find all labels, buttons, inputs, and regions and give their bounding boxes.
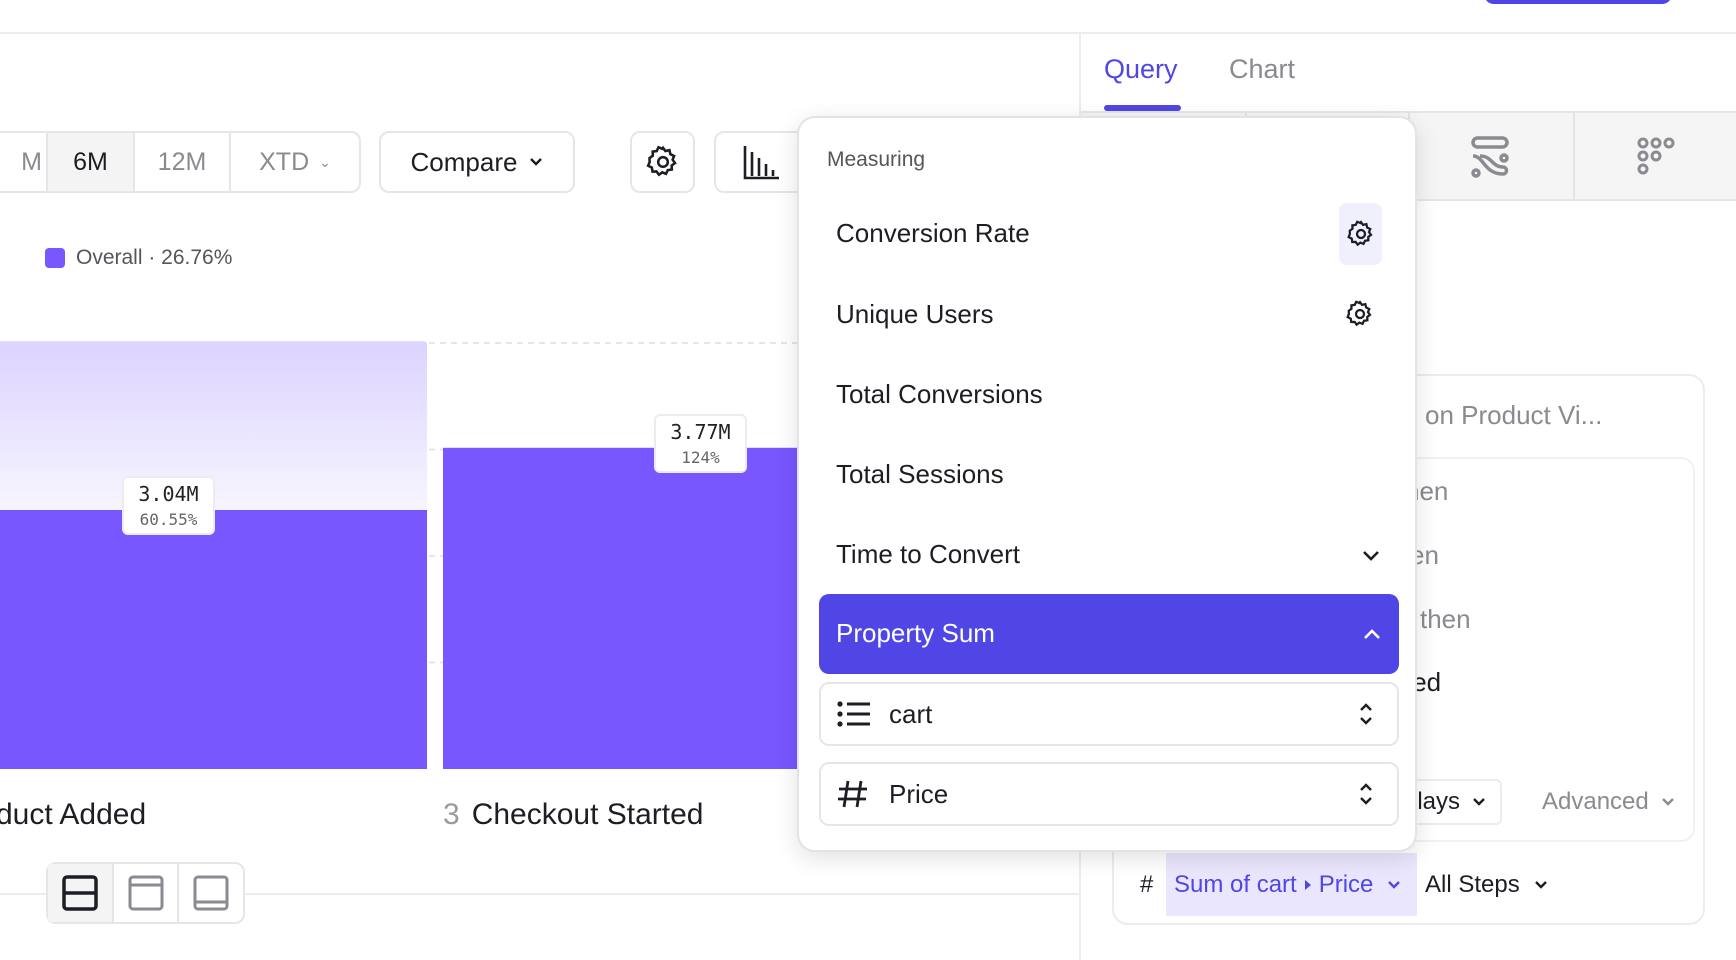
funnel-bar bbox=[0, 509, 427, 769]
chevron-down-icon bbox=[1388, 880, 1401, 889]
xtd-label: XTD bbox=[259, 147, 310, 176]
step-text[interactable]: then bbox=[1420, 604, 1471, 634]
chevron-down-icon bbox=[1473, 798, 1485, 806]
updown-icon bbox=[1360, 783, 1372, 805]
funnel-bar bbox=[443, 447, 800, 769]
primary-action-button[interactable] bbox=[1484, 0, 1672, 4]
step-name: duct Added bbox=[0, 798, 147, 831]
grid-dots-icon[interactable] bbox=[1637, 137, 1677, 182]
gear-icon bbox=[646, 145, 677, 177]
step-number: 3 bbox=[443, 798, 460, 831]
hash-icon: # bbox=[1140, 871, 1154, 898]
layout-top-button[interactable] bbox=[114, 864, 180, 922]
bar-chart-icon bbox=[743, 146, 779, 180]
caret-right-icon bbox=[1304, 879, 1311, 890]
event-property-select[interactable]: cart bbox=[819, 682, 1399, 746]
measure-unique-users[interactable]: Unique Users bbox=[836, 299, 994, 329]
numeric-property-select[interactable]: Price bbox=[819, 762, 1399, 826]
legend-swatch bbox=[45, 248, 65, 268]
bar-percent: 60.55% bbox=[139, 509, 198, 529]
steps-label: All Steps bbox=[1425, 871, 1520, 898]
funnel-chart bbox=[0, 341, 800, 769]
gear-icon bbox=[1346, 220, 1373, 247]
bar-percent: 124% bbox=[681, 447, 720, 467]
bar-value: 3.77M bbox=[670, 419, 731, 444]
step-name: Checkout Started bbox=[471, 798, 704, 831]
steps-select[interactable]: All Steps bbox=[1425, 871, 1548, 899]
range-m[interactable]: M bbox=[0, 133, 48, 191]
price-value: Price bbox=[889, 778, 949, 809]
measure-property: Sum of cart bbox=[1174, 870, 1297, 898]
conversion-rate-settings-button[interactable] bbox=[1339, 203, 1382, 265]
advanced-toggle[interactable]: Advanced bbox=[1542, 788, 1675, 816]
measure-property-sum[interactable]: Property Sum bbox=[819, 594, 1399, 674]
layout-split-button[interactable] bbox=[48, 864, 114, 922]
property-sum-label: Property Sum bbox=[836, 618, 995, 648]
measure-conversion-rate[interactable]: Conversion Rate bbox=[836, 218, 1030, 248]
range-12m[interactable]: 12M bbox=[135, 133, 231, 191]
advanced-label: Advanced bbox=[1542, 788, 1649, 815]
flows-icon[interactable] bbox=[1470, 136, 1510, 183]
chart-legend: Overall · 26.76% bbox=[45, 246, 232, 270]
chevron-up-icon bbox=[1364, 629, 1380, 639]
compare-label: Compare bbox=[410, 146, 518, 177]
step-label: duct Added bbox=[0, 798, 146, 832]
compare-button[interactable]: Compare bbox=[379, 131, 575, 193]
layout-bottom-button[interactable] bbox=[179, 864, 243, 922]
step-label: 3 Checkout Started bbox=[443, 798, 703, 832]
chart-footer-divider bbox=[0, 893, 1080, 895]
previous-step-bar bbox=[0, 341, 427, 510]
header-divider bbox=[0, 32, 1736, 34]
measure-total-conversions[interactable]: Total Conversions bbox=[836, 379, 1043, 409]
legend-label: Overall · 26.76% bbox=[76, 246, 233, 269]
list-icon bbox=[837, 701, 870, 727]
chevron-down-icon: ⌄ bbox=[319, 153, 331, 170]
measure-total-sessions[interactable]: Total Sessions bbox=[836, 459, 1004, 489]
chevron-down-icon bbox=[1534, 881, 1547, 889]
split-horizontal-icon bbox=[62, 875, 98, 911]
measuring-dropdown: Measuring Conversion Rate Unique Users T… bbox=[797, 116, 1417, 852]
bar-value-label: 3.77M 124% bbox=[654, 413, 747, 473]
cart-value: cart bbox=[889, 698, 933, 729]
bar-value-label: 3.04M 60.55% bbox=[122, 475, 215, 535]
panel-top-icon bbox=[128, 875, 163, 911]
range-xtd[interactable]: XTD ⌄ bbox=[231, 133, 359, 191]
divider bbox=[1573, 113, 1575, 201]
hash-icon bbox=[838, 780, 867, 808]
panel-bottom-icon bbox=[193, 875, 229, 911]
bar-value: 3.04M bbox=[138, 481, 199, 506]
measure-subproperty: Price bbox=[1318, 870, 1374, 898]
tab-query[interactable]: Query bbox=[1104, 54, 1178, 84]
chevron-down-icon bbox=[530, 158, 543, 166]
chevron-down-icon bbox=[1661, 798, 1674, 806]
window-label: lays bbox=[1417, 788, 1460, 815]
chart-settings-button[interactable] bbox=[630, 131, 695, 193]
dropdown-heading: Measuring bbox=[827, 148, 926, 171]
gear-icon[interactable] bbox=[1345, 299, 1375, 329]
tab-divider bbox=[1081, 111, 1736, 113]
active-tab-indicator bbox=[1104, 105, 1181, 111]
query-title[interactable]: on Product Vi... bbox=[1425, 400, 1603, 430]
measure-time-to-convert[interactable]: Time to Convert bbox=[836, 539, 1020, 569]
chevron-down-icon bbox=[1363, 551, 1379, 561]
measure-select[interactable]: Sum of cart Price bbox=[1166, 853, 1417, 916]
updown-icon bbox=[1360, 703, 1372, 725]
tab-chart[interactable]: Chart bbox=[1229, 54, 1296, 84]
date-range-selector: M 6M 12M XTD ⌄ bbox=[0, 131, 361, 193]
layout-toggle-group bbox=[46, 862, 245, 924]
range-6m[interactable]: 6M bbox=[48, 133, 135, 191]
